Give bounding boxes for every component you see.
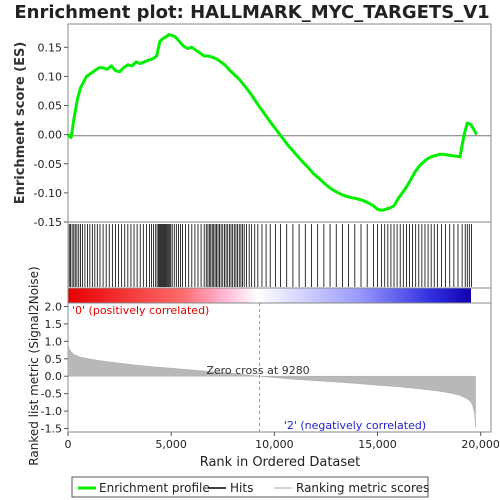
legend-box (71, 476, 429, 498)
negative-correlation-label: '2' (negatively correlated) (284, 419, 426, 432)
es-y-tick-label: 0.15 (38, 41, 63, 54)
x-tick-label: 10,000 (255, 438, 294, 451)
ranked-y-tick-label: 0.0 (45, 370, 63, 383)
ranked-y-tick-label: -0.5 (41, 388, 62, 401)
es-y-tick-label: 0.10 (38, 70, 63, 83)
x-tick-label: 5,000 (155, 438, 187, 451)
enrichment-profile-line (66, 33, 478, 212)
es-y-tick-label: -0.05 (34, 158, 62, 171)
x-axis: 0 5,000 10,000 15,000 20,000 (65, 432, 500, 451)
legend-hits-label: Hits (230, 481, 253, 495)
ranked-y-tick-label: 0.5 (45, 353, 63, 366)
legend: Enrichment profile Hits Ranking metric s… (71, 476, 429, 498)
es-y-tick-label: 0.05 (38, 100, 63, 113)
x-axis-label: Rank in Ordered Dataset (200, 455, 361, 470)
ranked-y-tick-label: 2.0 (45, 300, 63, 313)
x-tick-label: 15,000 (358, 438, 397, 451)
ranked-metric-panel: -1.5 -1.0 -0.5 0.0 0.5 1.0 1.5 2.0 '0' (positiv… (27, 266, 492, 466)
positive-correlation-label: '0' (positively correlated) (72, 304, 209, 317)
es-y-tick-label: -0.15 (34, 216, 62, 229)
zero-cross-label: Zero cross at 9280 (206, 364, 309, 377)
es-y-axis: -0.15 -0.10 -0.05 0.00 0.05 0.10 0.15 (34, 41, 68, 229)
x-tick-label: 0 (65, 438, 72, 451)
ranked-y-tick-label: -1.0 (41, 405, 62, 418)
ranked-y-axis: -1.5 -1.0 -0.5 0.0 0.5 1.0 1.5 2.0 (41, 300, 68, 436)
rank-color-bar (67, 287, 492, 304)
ranked-y-tick-label: -1.5 (41, 423, 62, 436)
hits-panel (67, 221, 492, 289)
rank-color-gradient (68, 288, 471, 303)
es-y-tick-label: -0.10 (34, 187, 62, 200)
es-y-axis-label: Enrichment score (ES) (13, 42, 28, 205)
enrichment-panel: -0.15 -0.10 -0.05 0.00 0.05 0.10 0.15 Enrichme… (13, 23, 492, 229)
ranked-y-axis-label: Ranked list metric (Signal2Noise) (27, 266, 41, 465)
hits-plot-area (67, 221, 492, 289)
ranked-y-tick-label: 1.0 (45, 335, 63, 348)
legend-enrichment-label: Enrichment profile (99, 481, 210, 495)
hit-markers (68, 224, 472, 287)
legend-ranking-label: Ranking metric scores (296, 481, 429, 495)
chart-title: Enrichment plot: HALLMARK_MYC_TARGETS_V1 (14, 2, 489, 23)
x-tick-label: 20,000 (461, 438, 500, 451)
enrichment-plot-area (67, 23, 492, 223)
ranked-y-tick-label: 1.5 (45, 318, 63, 331)
es-y-tick-label: 0.00 (38, 129, 63, 142)
ranking-metric-area (67, 343, 476, 427)
